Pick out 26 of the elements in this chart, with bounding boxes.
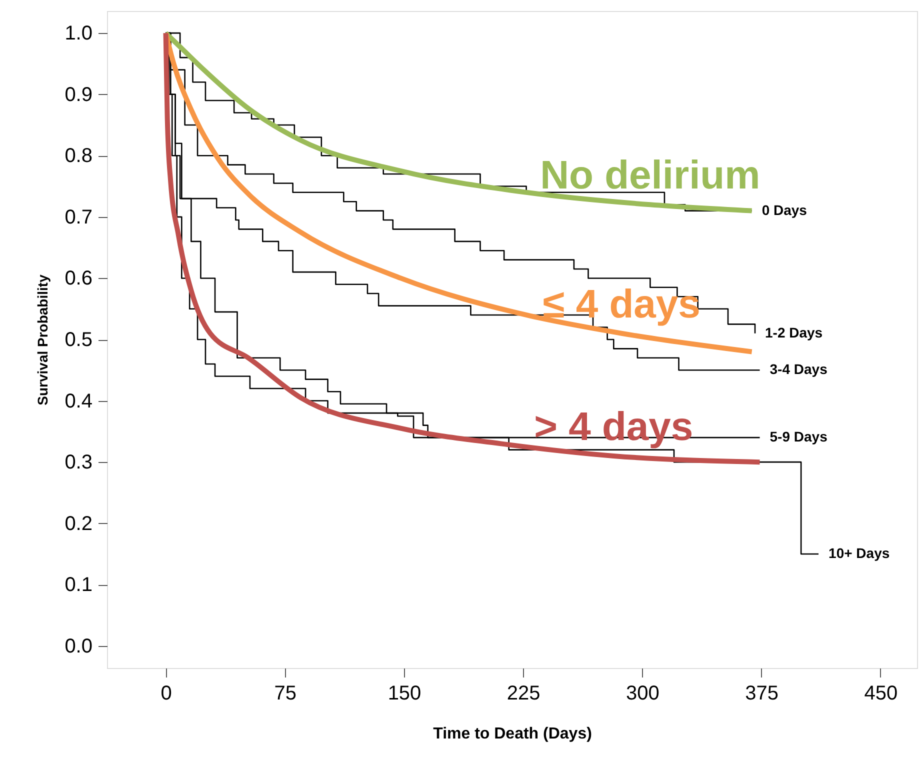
y-tick-label: 0.1 bbox=[64, 574, 92, 596]
y-tick-label: 0.8 bbox=[64, 145, 92, 168]
series-label: 3-4 Days bbox=[770, 361, 828, 378]
y-tick-label: 0.9 bbox=[64, 84, 92, 106]
y-tick-label: 0.7 bbox=[64, 206, 92, 228]
series-label: 5-9 Days bbox=[770, 428, 828, 445]
x-tick-label: 150 bbox=[388, 682, 422, 704]
x-tick-label: 375 bbox=[745, 682, 779, 704]
x-tick-label: 450 bbox=[864, 682, 898, 704]
y-tick-label: 0.0 bbox=[64, 635, 92, 658]
x-axis-title: Time to Death (Days) bbox=[433, 726, 592, 742]
y-tick-label: 0.5 bbox=[64, 329, 92, 351]
x-tick-label: 225 bbox=[506, 682, 540, 704]
y-tick-label: 1.0 bbox=[64, 22, 92, 45]
x-tick-label: 0 bbox=[160, 682, 172, 704]
series-label: 10+ Days bbox=[828, 545, 890, 562]
series-label: 1-2 Days bbox=[765, 324, 823, 340]
y-tick-label: 0.4 bbox=[64, 390, 92, 412]
y-axis-title: Survival Probability bbox=[34, 274, 51, 406]
y-tick-label: 0.2 bbox=[64, 512, 92, 535]
series-label: No delirium bbox=[540, 154, 760, 198]
x-tick-label: 300 bbox=[626, 682, 660, 704]
y-tick-label: 0.6 bbox=[64, 268, 92, 290]
y-tick-label: 0.3 bbox=[64, 452, 92, 474]
x-tick-label: 75 bbox=[274, 682, 297, 704]
series-label: 0 Days bbox=[762, 202, 808, 218]
